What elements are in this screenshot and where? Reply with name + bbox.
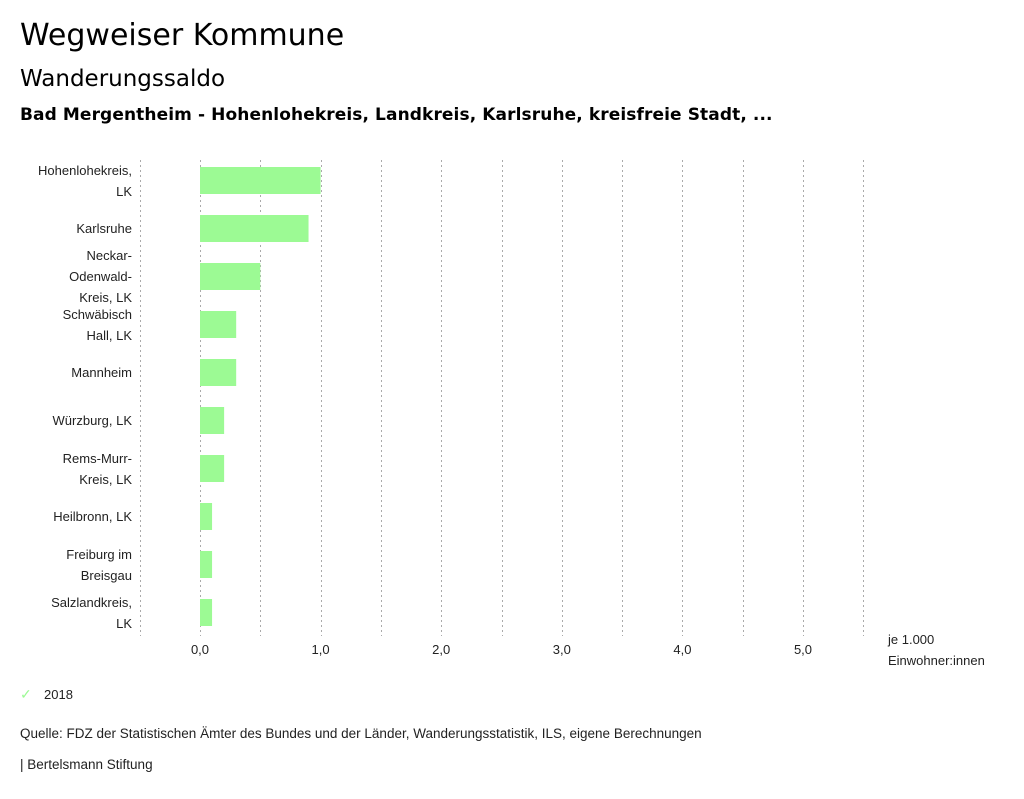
bar[interactable] bbox=[200, 455, 225, 482]
unit-label-line: je 1.000 bbox=[888, 632, 935, 647]
category-label-line: Breisgau bbox=[80, 567, 132, 583]
bar[interactable] bbox=[200, 311, 237, 338]
category-label-line: Kreis, LK bbox=[79, 471, 132, 487]
check-icon[interactable]: ✓ bbox=[20, 686, 32, 702]
category-label: Karlsruhe bbox=[20, 218, 132, 239]
bar[interactable] bbox=[200, 263, 261, 290]
category-label: Neckar- Odenwald- Kreis, LK bbox=[20, 245, 132, 308]
x-tick-label: 3,0 bbox=[553, 642, 571, 657]
x-tick-label: 0,0 bbox=[191, 642, 209, 657]
bar[interactable] bbox=[200, 551, 213, 578]
x-axis-ticks: 0,0 1,0 2,0 3,0 4,0 5,0 bbox=[191, 642, 812, 657]
bar[interactable] bbox=[200, 599, 213, 626]
category-label-line: Würzburg, LK bbox=[52, 413, 132, 428]
category-label: Heilbronn, LK bbox=[20, 506, 132, 527]
x-tick-label: 5,0 bbox=[794, 642, 812, 657]
bar[interactable] bbox=[200, 503, 213, 530]
source-note: Quelle: FDZ der Statistischen Ämter des … bbox=[20, 726, 702, 741]
category-label-line: Hall, LK bbox=[86, 327, 132, 343]
category-label-line: Odenwald- bbox=[69, 269, 132, 284]
category-label-line: Heilbronn, LK bbox=[53, 509, 132, 524]
category-label-line: LK bbox=[116, 183, 132, 199]
bar[interactable] bbox=[200, 167, 321, 194]
category-label-line: Kreis, LK bbox=[79, 290, 132, 305]
bar[interactable] bbox=[200, 407, 225, 434]
category-label-line: Karlsruhe bbox=[76, 221, 132, 236]
category-label: Salzlandkreis, LK bbox=[20, 592, 132, 634]
x-tick-label: 2,0 bbox=[432, 642, 450, 657]
unit-label: je 1.000 Einwohner:innen bbox=[888, 629, 985, 671]
x-tick-label: 1,0 bbox=[312, 642, 330, 657]
category-label: Rems-Murr- Kreis, LK bbox=[20, 448, 132, 490]
bar[interactable] bbox=[200, 215, 309, 242]
bar-chart: 0,0 1,0 2,0 3,0 4,0 5,0 bbox=[140, 160, 864, 657]
x-tick-label: 4,0 bbox=[673, 642, 691, 657]
category-label-line: Schwäbisch bbox=[62, 306, 132, 322]
category-label-line: LK bbox=[116, 615, 132, 631]
gridlines bbox=[140, 160, 864, 636]
category-label: Würzburg, LK bbox=[20, 410, 132, 431]
chart-subtitle: Wanderungssaldo bbox=[20, 66, 226, 92]
category-label-line: Hohenlohekreis, bbox=[38, 162, 132, 178]
category-label-line: Rems-Murr- bbox=[62, 450, 132, 466]
category-label-line: Neckar- bbox=[86, 248, 132, 263]
legend: ✓ 2018 bbox=[20, 686, 73, 703]
chart-context: Bad Mergentheim - Hohenlohekreis, Landkr… bbox=[20, 105, 773, 125]
category-label: Mannheim bbox=[20, 362, 132, 383]
bars bbox=[200, 167, 321, 626]
category-label: Hohenlohekreis, LK bbox=[20, 160, 132, 202]
category-label: Schwäbisch Hall, LK bbox=[20, 304, 132, 346]
legend-item-label[interactable]: 2018 bbox=[44, 687, 73, 702]
category-label-line: Salzlandkreis, bbox=[51, 594, 132, 610]
category-label-line: Mannheim bbox=[71, 365, 132, 380]
unit-label-line: Einwohner:innen bbox=[888, 653, 985, 668]
bar[interactable] bbox=[200, 359, 237, 386]
app-title: Wegweiser Kommune bbox=[20, 18, 345, 53]
category-label: Freiburg im Breisgau bbox=[20, 544, 132, 586]
category-label-line: Freiburg im bbox=[66, 546, 132, 562]
credit-note: | Bertelsmann Stiftung bbox=[20, 757, 153, 772]
